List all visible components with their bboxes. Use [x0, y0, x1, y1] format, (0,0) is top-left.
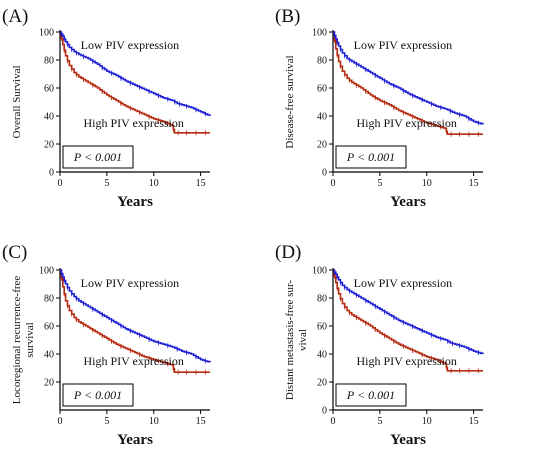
p-value-box — [62, 145, 134, 169]
y-tick-label: 40 — [317, 112, 327, 123]
p-value-text: P < 0.001 — [346, 150, 395, 164]
high-piv-label: High PIV expression — [83, 116, 183, 130]
p-value-text: P < 0.001 — [73, 388, 122, 402]
x-tick-label: 15 — [196, 178, 206, 189]
low-piv-label: Low PIV expression — [81, 276, 179, 290]
y-axis-label: Disease-free survival — [284, 55, 296, 148]
y-tick-label: 100 — [312, 28, 327, 39]
y-tick-label: 20 — [317, 378, 327, 389]
y-tick-label: 80 — [44, 294, 54, 305]
y-axis-label: survival — [24, 322, 36, 357]
x-tick-label: 10 — [422, 178, 432, 189]
x-tick-label: 5 — [377, 178, 382, 189]
panel-label: (C) — [2, 242, 27, 263]
panel-label: (A) — [2, 6, 28, 27]
x-axis-label: Years — [390, 194, 426, 210]
y-tick-label: 0 — [49, 168, 54, 179]
y-tick-label: 20 — [44, 378, 54, 389]
low-piv-label: Low PIV expression — [354, 38, 452, 52]
y-tick-label: 80 — [317, 294, 327, 305]
y-tick-label: 100 — [39, 28, 54, 39]
high-piv-curve — [60, 31, 210, 134]
y-tick-label: 60 — [44, 84, 54, 95]
y-tick-label: 80 — [317, 56, 327, 67]
x-tick-label: 5 — [104, 178, 109, 189]
y-axis-label: Distant metastasis-free sur- — [284, 280, 296, 400]
x-tick-label: 10 — [149, 178, 159, 189]
high-piv-label: High PIV expression — [356, 354, 456, 368]
p-value-text: P < 0.001 — [73, 150, 122, 164]
p-value-box — [335, 145, 407, 169]
x-axis-label: Years — [117, 194, 153, 210]
low-piv-curve — [333, 269, 484, 355]
y-tick-label: 60 — [317, 84, 327, 95]
high-piv-curve — [333, 269, 483, 372]
x-tick-label: 10 — [149, 416, 159, 427]
low-piv-label: Low PIV expression — [354, 276, 452, 290]
y-axis-label: Locoregional recurrence-free — [11, 276, 23, 405]
panel-label: (B) — [275, 6, 300, 27]
y-tick-label: 60 — [44, 322, 54, 333]
p-value-box — [62, 383, 134, 407]
y-tick-label: 0 — [322, 406, 327, 417]
p-value-box — [335, 383, 407, 407]
high-piv-label: High PIV expression — [356, 116, 456, 130]
x-tick-label: 15 — [196, 416, 206, 427]
x-tick-label: 0 — [58, 178, 63, 189]
y-tick-label: 40 — [44, 350, 54, 361]
x-tick-label: 0 — [58, 416, 63, 427]
x-tick-label: 10 — [422, 416, 432, 427]
y-tick-label: 20 — [44, 140, 54, 151]
p-value-text: P < 0.001 — [346, 388, 395, 402]
x-tick-label: 0 — [331, 416, 336, 427]
x-tick-label: 5 — [377, 416, 382, 427]
x-tick-label: 15 — [469, 416, 479, 427]
x-axis-label: Years — [390, 432, 426, 448]
low-piv-curve — [60, 269, 211, 363]
y-tick-label: 0 — [322, 168, 327, 179]
y-tick-label: 40 — [44, 112, 54, 123]
y-axis-label: vival — [297, 329, 309, 351]
y-tick-label: 20 — [317, 140, 327, 151]
x-tick-label: 15 — [469, 178, 479, 189]
low-piv-curve — [333, 31, 484, 125]
high-piv-curve — [333, 31, 483, 135]
x-tick-label: 0 — [331, 178, 336, 189]
panel-label: (D) — [275, 242, 301, 263]
x-tick-label: 5 — [104, 416, 109, 427]
y-axis-label: Overall Survival — [11, 65, 23, 138]
high-piv-label: High PIV expression — [83, 354, 183, 368]
low-piv-label: Low PIV expression — [81, 38, 179, 52]
y-tick-label: 60 — [317, 322, 327, 333]
low-piv-curve — [60, 31, 211, 116]
y-tick-label: 100 — [39, 266, 54, 277]
high-piv-curve — [60, 269, 210, 373]
x-axis-label: Years — [117, 432, 153, 448]
y-tick-label: 40 — [317, 350, 327, 361]
y-tick-label: 100 — [312, 266, 327, 277]
y-tick-label: 80 — [44, 56, 54, 67]
